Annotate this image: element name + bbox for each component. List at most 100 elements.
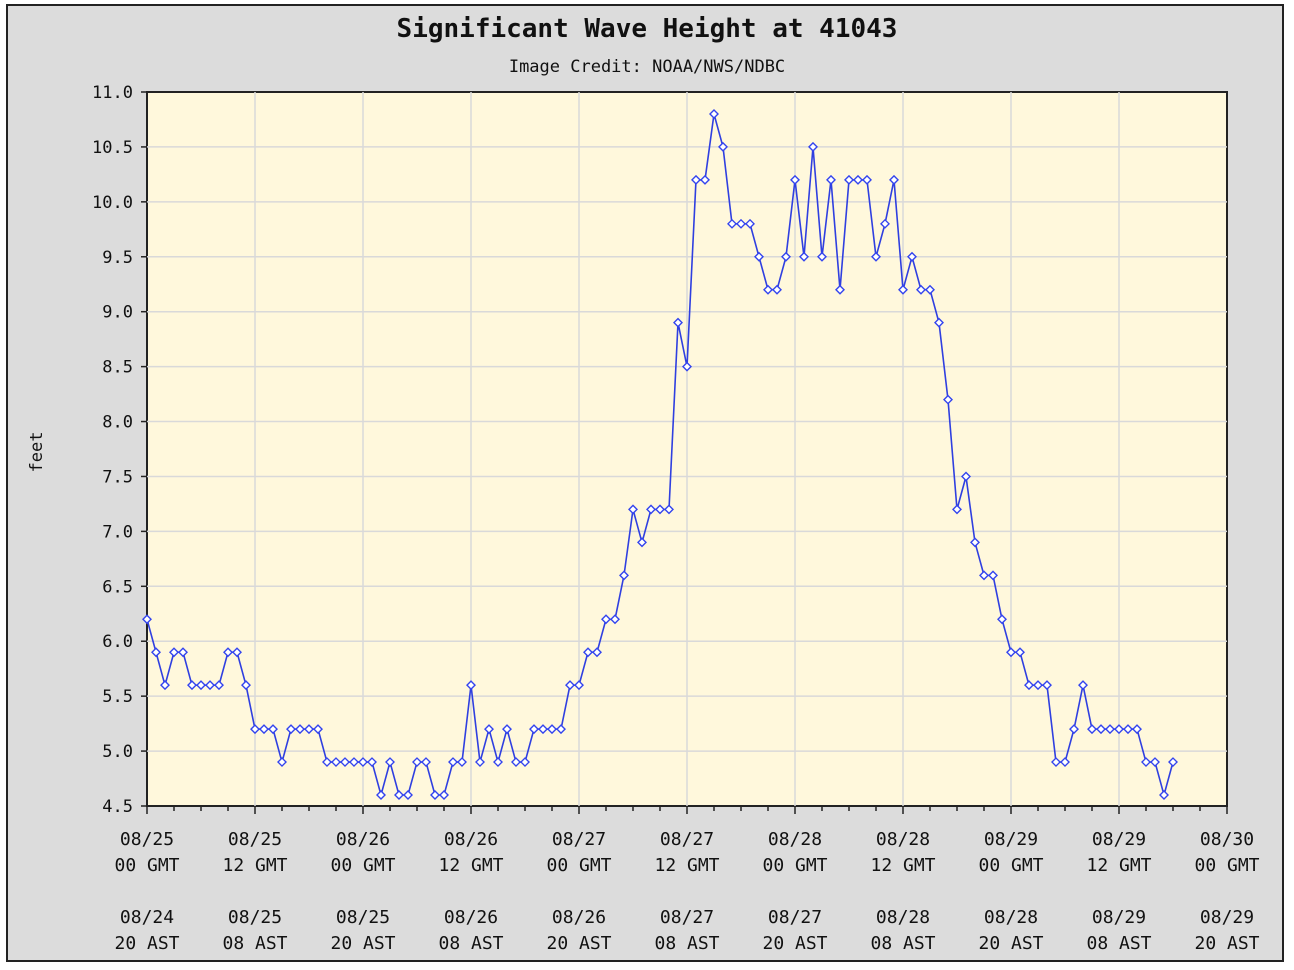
data-point: [1069, 724, 1079, 735]
data-point: [187, 680, 197, 691]
x-tick-label-time: 08 AST: [654, 933, 719, 954]
x-tick-label-time: 00 GMT: [330, 855, 395, 876]
data-point: [898, 284, 908, 295]
data-point: [988, 570, 998, 581]
data-point: [637, 537, 647, 548]
data-point: [565, 680, 575, 691]
data-point: [925, 284, 935, 295]
data-point: [259, 724, 269, 735]
data-point: [628, 504, 638, 515]
data-point: [340, 757, 350, 768]
data-point: [520, 757, 530, 768]
x-tick-label-time: 00 GMT: [978, 855, 1043, 876]
data-point: [331, 757, 341, 768]
x-tick-label-time: 20 AST: [114, 933, 179, 954]
data-point: [142, 614, 152, 625]
y-tick-label: 10.0: [92, 193, 133, 213]
data-point: [862, 174, 872, 185]
data-point: [610, 614, 620, 625]
data-point: [376, 790, 386, 801]
y-tick-label: 6.5: [102, 577, 133, 597]
data-point: [574, 680, 584, 691]
data-point: [601, 614, 611, 625]
x-tick-label-time: 00 GMT: [1194, 855, 1259, 876]
data-point: [421, 757, 431, 768]
x-tick-label-date: 08/28: [984, 907, 1038, 928]
data-point: [646, 504, 656, 515]
x-tick-label-date: 08/24: [120, 907, 174, 928]
x-tick-label-date: 08/28: [768, 829, 822, 850]
chart-title: Significant Wave Height at 41043: [397, 14, 898, 44]
data-point: [385, 757, 395, 768]
data-point: [844, 174, 854, 185]
y-tick-label: 6.0: [102, 632, 133, 652]
y-tick-label: 10.5: [92, 138, 133, 158]
data-point: [457, 757, 467, 768]
data-point: [655, 504, 665, 515]
x-tick-label-date: 08/27: [552, 829, 606, 850]
data-point: [745, 218, 755, 229]
data-point: [1096, 724, 1106, 735]
data-point: [178, 647, 188, 658]
data-point: [1114, 724, 1124, 735]
x-tick-label-date: 08/28: [876, 907, 930, 928]
data-point: [484, 724, 494, 735]
data-point: [196, 680, 206, 691]
data-point: [475, 757, 485, 768]
data-point: [493, 757, 503, 768]
data-point: [1024, 680, 1034, 691]
x-tick-label-date: 08/26: [336, 829, 390, 850]
x-tick-label-time: 12 GMT: [222, 855, 287, 876]
data-point: [799, 251, 809, 262]
data-point: [763, 284, 773, 295]
data-point: [1015, 647, 1025, 658]
data-point: [466, 680, 476, 691]
x-tick-label-time: 20 AST: [1194, 933, 1259, 954]
data-point: [1060, 757, 1070, 768]
x-tick-label-date: 08/26: [444, 829, 498, 850]
x-tick-label-date: 08/29: [1092, 907, 1146, 928]
data-point: [880, 218, 890, 229]
y-tick-label: 5.5: [102, 687, 133, 707]
x-tick-label-time: 20 AST: [330, 933, 395, 954]
data-point: [1141, 757, 1151, 768]
x-tick-label-time: 08 AST: [438, 933, 503, 954]
data-point: [538, 724, 548, 735]
data-point: [1042, 680, 1052, 691]
data-point: [700, 174, 710, 185]
data-point: [214, 680, 224, 691]
x-tick-label-time: 12 GMT: [438, 855, 503, 876]
x-tick-label-date: 08/25: [228, 829, 282, 850]
data-point: [430, 790, 440, 801]
data-point: [619, 570, 629, 581]
data-point: [952, 504, 962, 515]
data-point: [781, 251, 791, 262]
data-point: [1132, 724, 1142, 735]
x-tick-label-date: 08/28: [876, 829, 930, 850]
data-point: [295, 724, 305, 735]
data-point: [358, 757, 368, 768]
data-point: [403, 790, 413, 801]
data-point: [682, 361, 692, 372]
data-point: [1087, 724, 1097, 735]
data-point: [367, 757, 377, 768]
data-point: [547, 724, 557, 735]
x-tick-label-time: 12 GMT: [1086, 855, 1151, 876]
data-point: [979, 570, 989, 581]
data-point: [907, 251, 917, 262]
data-point: [817, 251, 827, 262]
data-point: [790, 174, 800, 185]
data-point: [754, 251, 764, 262]
data-point: [1105, 724, 1115, 735]
x-tick-label-time: 00 GMT: [762, 855, 827, 876]
data-point: [853, 174, 863, 185]
x-tick-label-time: 20 AST: [546, 933, 611, 954]
data-point: [943, 394, 953, 405]
y-tick-label: 9.5: [102, 248, 133, 268]
y-tick-label: 8.5: [102, 358, 133, 378]
x-tick-label-time: 20 AST: [978, 933, 1043, 954]
data-point: [1006, 647, 1016, 658]
x-tick-label-date: 08/27: [660, 829, 714, 850]
data-point: [304, 724, 314, 735]
